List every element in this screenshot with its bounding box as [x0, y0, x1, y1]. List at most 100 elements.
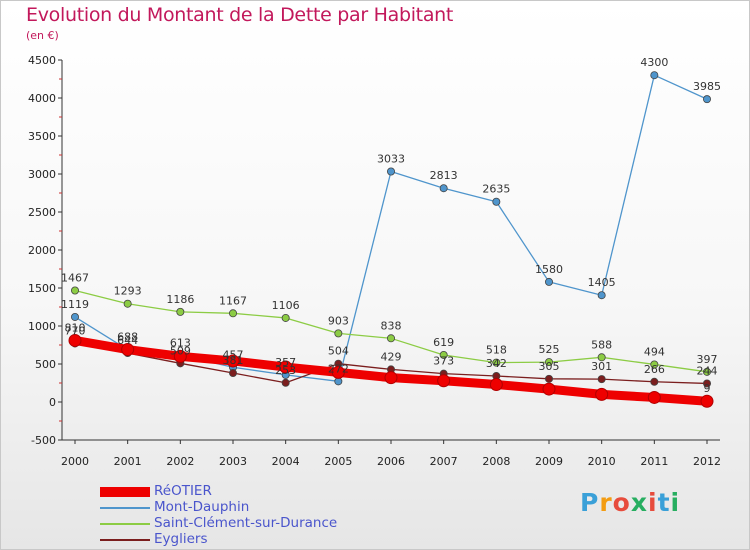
data-label: 1580: [535, 263, 563, 276]
data-point: [489, 378, 503, 392]
data-label: 810: [65, 321, 86, 334]
y-tick-label: 2000: [28, 244, 56, 257]
data-point: [545, 358, 554, 367]
data-point: [384, 371, 398, 385]
data-label: 509: [170, 344, 191, 357]
x-tick-label: 2002: [166, 455, 194, 468]
data-label: 3985: [693, 80, 721, 93]
y-tick-label: 500: [35, 358, 56, 371]
data-label: 2635: [482, 183, 510, 196]
legend-swatch: [100, 487, 150, 497]
logo-letter: i: [648, 488, 658, 517]
data-point: [703, 379, 712, 388]
data-label: 397: [697, 353, 718, 366]
data-label: 2813: [430, 169, 458, 182]
data-point: [331, 365, 345, 379]
data-label: 613: [170, 336, 191, 349]
x-tick-label: 2012: [693, 455, 721, 468]
data-point: [334, 329, 343, 338]
legend-swatch: [100, 539, 150, 541]
data-point: [71, 286, 80, 295]
data-label: 342: [486, 357, 507, 370]
data-point: [121, 343, 135, 357]
logo-letter: x: [630, 488, 648, 517]
y-tick-label: 4000: [28, 92, 56, 105]
data-label: 373: [433, 355, 454, 368]
x-tick-label: 2001: [114, 455, 142, 468]
legend-swatch: [100, 523, 150, 525]
data-point: [703, 95, 712, 104]
line-chart: -500 0 500 1000 1500 2000 2500 3000 3500 4000 4500…: [28, 54, 721, 468]
data-point: [492, 358, 501, 367]
data-point: [700, 394, 714, 408]
y-tick-label: 3000: [28, 168, 56, 181]
data-label: 838: [381, 319, 402, 332]
data-label: 429: [381, 350, 402, 363]
data-label: 4300: [640, 56, 668, 69]
x-tick-label: 2008: [482, 455, 510, 468]
data-label: 903: [328, 314, 349, 327]
x-tick-label: 2005: [324, 455, 352, 468]
data-label: 9: [704, 382, 711, 395]
y-tick-label: 3500: [28, 130, 56, 143]
data-point: [281, 313, 290, 322]
series-2: [71, 286, 712, 376]
data-label: 494: [644, 345, 665, 358]
data-label: 305: [539, 360, 560, 373]
data-label: 644: [117, 334, 138, 347]
data-point: [439, 350, 448, 359]
data-label: 253: [275, 364, 296, 377]
data-label: 244: [697, 364, 718, 377]
data-label: 1467: [61, 272, 89, 285]
data-label: 619: [433, 336, 454, 349]
data-label: 457: [223, 348, 244, 361]
data-point: [650, 71, 659, 80]
chart-title: Evolution du Montant de la Dette par Hab…: [26, 4, 454, 26]
x-tick-label: 2010: [588, 455, 616, 468]
data-point: [650, 377, 659, 386]
data-label: 770: [65, 324, 86, 337]
y-tick-label: -500: [31, 434, 56, 447]
data-point: [545, 277, 554, 286]
data-label: 3033: [377, 152, 405, 165]
data-point: [176, 307, 185, 316]
logo-letter: P: [580, 488, 600, 517]
data-point: [226, 354, 240, 368]
data-label: 1186: [166, 293, 194, 306]
data-point: [386, 167, 395, 176]
y-tick-label: 0: [49, 396, 56, 409]
logo-letter: o: [612, 488, 631, 517]
data-point: [281, 378, 290, 387]
data-point: [71, 312, 80, 321]
data-point: [542, 382, 556, 396]
data-point: [545, 374, 554, 383]
data-point: [703, 367, 712, 376]
x-tick-label: 2000: [61, 455, 89, 468]
data-label: 588: [591, 338, 612, 351]
data-point: [279, 360, 293, 374]
y-tick-label: 2500: [28, 206, 56, 219]
data-label: 381: [223, 354, 244, 367]
x-tick-label: 2009: [535, 455, 563, 468]
data-label: 1119: [61, 298, 89, 311]
data-point: [597, 353, 606, 362]
data-label: 301: [591, 360, 612, 373]
data-point: [386, 334, 395, 343]
y-tick-label: 4500: [28, 54, 56, 67]
data-label: 1167: [219, 294, 247, 307]
logo-letter: r: [599, 488, 613, 517]
data-point: [595, 387, 609, 401]
data-label: 1405: [588, 276, 616, 289]
data-point: [123, 299, 132, 308]
data-label: 525: [539, 343, 560, 356]
data-point: [437, 374, 451, 388]
data-point: [597, 291, 606, 300]
proxiti-logo: Proxiti: [580, 488, 680, 517]
data-point: [228, 369, 237, 378]
y-tick-label: 1000: [28, 320, 56, 333]
data-point: [173, 349, 187, 363]
x-tick-label: 2006: [377, 455, 405, 468]
data-point: [647, 390, 661, 404]
data-point: [68, 333, 82, 347]
